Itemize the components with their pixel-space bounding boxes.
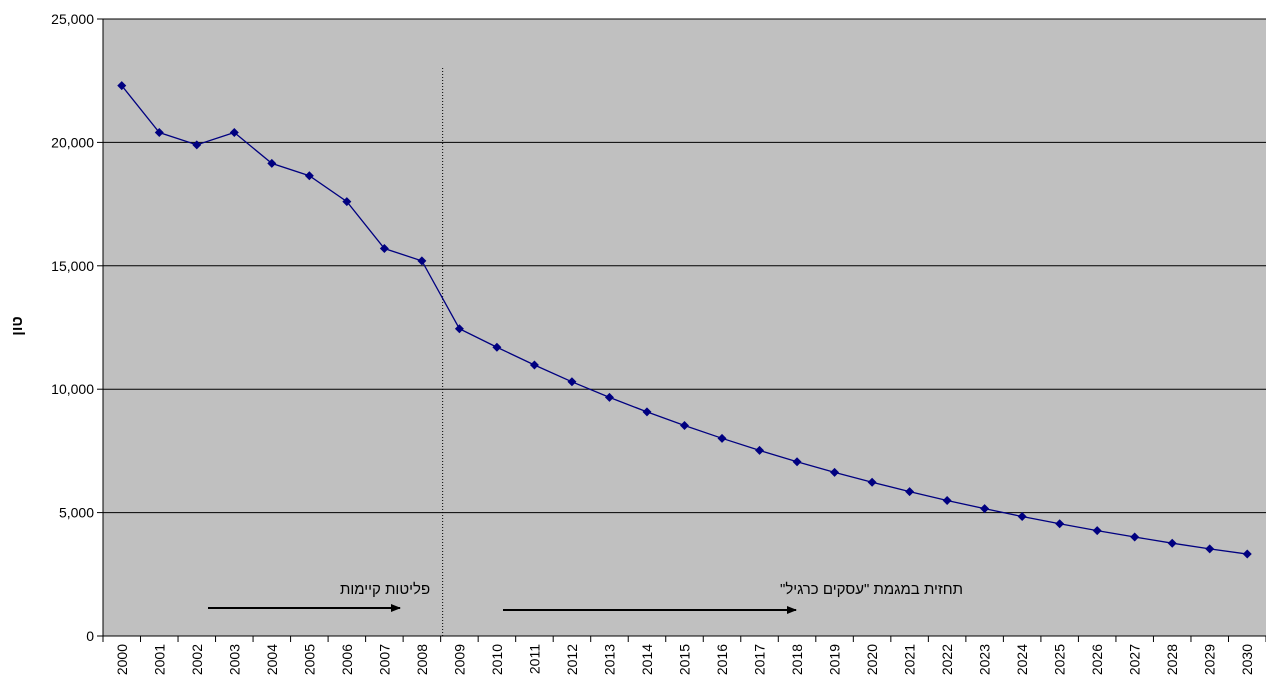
x-tick-label: 2025 <box>1052 644 1068 675</box>
x-tick-label: 2008 <box>414 644 430 675</box>
x-tick-label: 2021 <box>902 644 918 675</box>
x-tick-label: 2003 <box>226 644 242 675</box>
x-tick-label: 2009 <box>451 644 467 675</box>
x-tick-label: 2007 <box>376 644 392 675</box>
data-point <box>1130 532 1140 542</box>
data-point <box>379 244 389 254</box>
y-tick-label: 20,000 <box>51 134 94 150</box>
x-tick-label: 2011 <box>526 644 542 674</box>
x-tick-label: 2010 <box>489 644 505 675</box>
data-point <box>604 392 614 402</box>
x-tick-label: 2001 <box>151 644 167 675</box>
annotation-label: תחזית במגמת "עסקים כרגיל" <box>780 581 963 598</box>
x-tick-label: 2028 <box>1164 644 1180 675</box>
data-point <box>529 360 539 370</box>
x-tick-label: 2020 <box>864 644 880 675</box>
x-tick-labels: 2000 2001 2002 2003 2004 2005 2006 2007 2008 2009… <box>114 644 1255 675</box>
x-tick-label: 2014 <box>639 644 655 675</box>
data-point <box>1205 544 1215 554</box>
data-point <box>755 445 765 455</box>
plot-area <box>103 19 1266 636</box>
annotations: פליטות קיימות תחזית במגמת "עסקים כרגיל" <box>208 581 963 614</box>
y-tick-label: 0 <box>86 628 94 644</box>
x-tick-label: 2029 <box>1202 644 1218 675</box>
data-point <box>567 377 577 387</box>
data-point <box>267 158 277 168</box>
data-point <box>1167 538 1177 548</box>
y-axis-label: טון <box>9 316 26 335</box>
x-tick-label: 2013 <box>601 644 617 675</box>
x-tick-label: 2016 <box>714 644 730 675</box>
data-point <box>154 128 164 138</box>
data-point <box>905 487 915 497</box>
y-tick-labels: 0 5,000 10,000 15,000 20,000 25,000 <box>51 11 94 644</box>
x-tick-label: 2012 <box>564 644 580 675</box>
data-point <box>1242 549 1252 559</box>
y-tick-label: 5,000 <box>59 505 94 521</box>
x-tick-label: 2002 <box>189 644 205 675</box>
data-point <box>229 128 239 138</box>
data-point <box>867 477 877 487</box>
x-tick-label: 2005 <box>301 644 317 675</box>
x-tick-label: 2027 <box>1127 644 1143 675</box>
data-point <box>717 433 727 443</box>
data-point <box>1017 512 1027 522</box>
data-point <box>1055 519 1065 529</box>
data-point <box>792 457 802 467</box>
data-point <box>117 81 127 91</box>
x-tick-label: 2015 <box>677 644 693 675</box>
x-tick-label: 2018 <box>789 644 805 675</box>
data-point <box>192 140 202 150</box>
plot-background <box>103 19 1266 636</box>
x-tick-label: 2024 <box>1014 644 1030 675</box>
data-point <box>342 197 352 207</box>
x-tick-label: 2006 <box>339 644 355 675</box>
series-group <box>117 81 1252 559</box>
data-point <box>980 504 990 514</box>
x-tick-label: 2026 <box>1089 644 1105 675</box>
data-point <box>304 171 314 181</box>
y-tick-label: 10,000 <box>51 381 94 397</box>
x-tick-label: 2022 <box>939 644 955 675</box>
data-point <box>417 256 427 266</box>
gridlines <box>103 18 1266 514</box>
y-tick-label: 25,000 <box>51 11 94 27</box>
x-tick-label: 2030 <box>1239 644 1255 675</box>
x-tick-label: 2000 <box>114 644 130 675</box>
data-point <box>492 342 502 352</box>
data-point <box>1092 526 1102 536</box>
data-point <box>454 324 464 334</box>
y-tick-label: 15,000 <box>51 258 94 274</box>
data-point <box>680 420 689 430</box>
x-tick-label: 2017 <box>752 644 768 675</box>
data-point <box>642 407 652 417</box>
x-tick-label: 2019 <box>827 644 843 675</box>
data-point <box>942 496 952 506</box>
x-tick-label: 2023 <box>977 644 993 675</box>
x-tick-label: 2004 <box>264 644 280 675</box>
axes <box>97 18 1266 642</box>
data-point <box>830 467 840 477</box>
annotation-label: פליטות קיימות <box>340 581 430 598</box>
